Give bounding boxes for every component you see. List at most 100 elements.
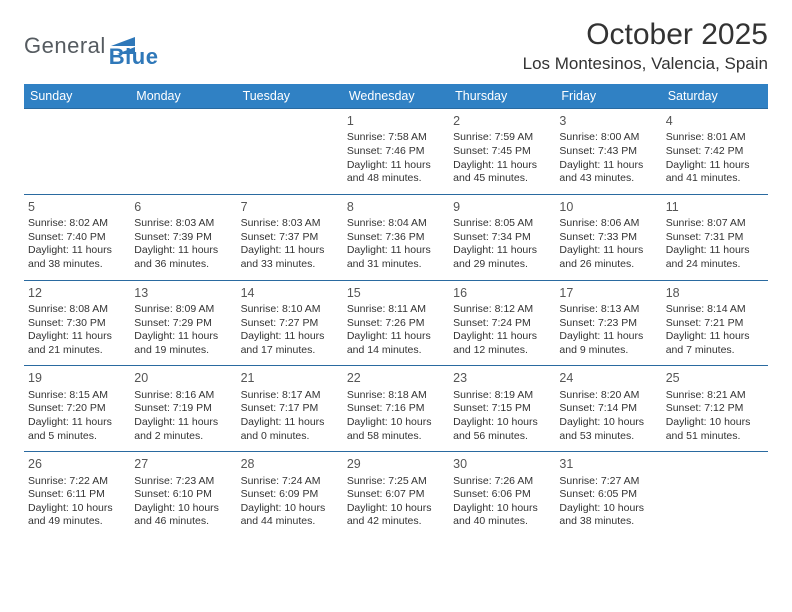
day-number: 1	[347, 113, 445, 129]
day-cell: 23Sunrise: 8:19 AMSunset: 7:15 PMDayligh…	[449, 366, 555, 451]
sun-info-line: Sunset: 7:39 PM	[134, 231, 232, 245]
week-row: 12Sunrise: 8:08 AMSunset: 7:30 PMDayligh…	[24, 280, 768, 366]
header: General Blue October 2025 Los Montesinos…	[24, 18, 768, 74]
day-cell	[130, 109, 236, 194]
day-cell: 15Sunrise: 8:11 AMSunset: 7:26 PMDayligh…	[343, 281, 449, 366]
sun-info-line: Sunset: 7:45 PM	[453, 145, 551, 159]
sun-info-line: Sunset: 6:11 PM	[28, 488, 126, 502]
day-cell: 13Sunrise: 8:09 AMSunset: 7:29 PMDayligh…	[130, 281, 236, 366]
day-number: 12	[28, 285, 126, 301]
day-number: 31	[559, 456, 657, 472]
day-number: 25	[666, 370, 764, 386]
day-cell: 26Sunrise: 7:22 AMSunset: 6:11 PMDayligh…	[24, 452, 130, 537]
page-title: October 2025	[523, 18, 768, 52]
day-number: 16	[453, 285, 551, 301]
day-cell: 20Sunrise: 8:16 AMSunset: 7:19 PMDayligh…	[130, 366, 236, 451]
sun-info-line: Sunrise: 7:26 AM	[453, 475, 551, 489]
sun-info-line: Sunrise: 8:15 AM	[28, 389, 126, 403]
sun-info-line: Daylight: 10 hours and 46 minutes.	[134, 502, 232, 529]
day-number: 14	[241, 285, 339, 301]
sun-info-line: Sunset: 7:26 PM	[347, 317, 445, 331]
day-number: 2	[453, 113, 551, 129]
sun-info-line: Daylight: 10 hours and 58 minutes.	[347, 416, 445, 443]
day-header-cell: Friday	[555, 84, 661, 108]
sun-info-line: Sunset: 7:16 PM	[347, 402, 445, 416]
sun-info-line: Daylight: 10 hours and 44 minutes.	[241, 502, 339, 529]
day-number: 30	[453, 456, 551, 472]
sun-info-line: Daylight: 11 hours and 14 minutes.	[347, 330, 445, 357]
week-row: 19 Sunrise: 8:15 AMSunset: 7:20 PM Dayligh…	[24, 365, 768, 451]
day-header-row: SundayMondayTuesdayWednesdayThursdayFrid…	[24, 84, 768, 108]
day-cell: 16Sunrise: 8:12 AMSunset: 7:24 PMDayligh…	[449, 281, 555, 366]
sun-info-line: Daylight: 11 hours and 31 minutes.	[347, 244, 445, 271]
logo-word2: Blue	[109, 44, 159, 70]
sun-info-line: Sunrise: 8:20 AM	[559, 389, 657, 403]
sun-info-line: Daylight: 11 hours and 33 minutes.	[241, 244, 339, 271]
sun-info-line: Sunrise: 7:27 AM	[559, 475, 657, 489]
day-number: 13	[134, 285, 232, 301]
week-row: 5Sunrise: 8:02 AMSunset: 7:40 PMDaylight…	[24, 194, 768, 280]
sun-info-line: Sunrise: 8:13 AM	[559, 303, 657, 317]
sun-info-line: Sunset: 7:37 PM	[241, 231, 339, 245]
sun-info-line: Sunset: 6:07 PM	[347, 488, 445, 502]
sun-info-line: Daylight: 11 hours and 45 minutes.	[453, 159, 551, 186]
day-number: 19	[28, 370, 126, 386]
day-cell: 19Sunrise: 8:15 AMSunset: 7:20 PMDayligh…	[24, 366, 130, 451]
sun-info-line: Daylight: 11 hours and 43 minutes.	[559, 159, 657, 186]
sun-info-line: Sunset: 7:34 PM	[453, 231, 551, 245]
sun-info-line: Sunrise: 8:16 AM	[134, 389, 232, 403]
day-number: 18	[666, 285, 764, 301]
day-cell	[662, 452, 768, 537]
sun-info-line: Sunset: 7:42 PM	[666, 145, 764, 159]
sun-info-line: Sunrise: 8:04 AM	[347, 217, 445, 231]
sun-info-line: Daylight: 11 hours and 41 minutes.	[666, 159, 764, 186]
sun-info-line: Sunrise: 8:18 AM	[347, 389, 445, 403]
day-number: 23	[453, 370, 551, 386]
sun-info-line: Sunset: 7:20 PM	[28, 402, 126, 416]
sun-info-line: Sunrise: 7:59 AM	[453, 131, 551, 145]
day-number: 9	[453, 199, 551, 215]
sun-info-line: Daylight: 11 hours and 26 minutes.	[559, 244, 657, 271]
sun-info-line: Sunset: 6:06 PM	[453, 488, 551, 502]
day-header-cell: Tuesday	[237, 84, 343, 108]
day-cell: 4Sunrise: 8:01 AMSunset: 7:42 PMDaylight…	[662, 109, 768, 194]
sun-info-line: Daylight: 11 hours and 12 minutes.	[453, 330, 551, 357]
week-row: 26 Sunrise: 7:22 AMSunset: 6:11 PM Dayligh…	[24, 451, 768, 537]
sun-info-line: Sunset: 7:46 PM	[347, 145, 445, 159]
sun-info-line: Sunrise: 8:19 AM	[453, 389, 551, 403]
sun-info-line: Daylight: 10 hours and 42 minutes.	[347, 502, 445, 529]
sun-info-line: Daylight: 11 hours and 29 minutes.	[453, 244, 551, 271]
day-number: 4	[666, 113, 764, 129]
calendar-body: 1Sunrise: 7:58 AMSunset: 7:46 PMDaylight…	[24, 108, 768, 537]
sun-info-line: Daylight: 10 hours and 40 minutes.	[453, 502, 551, 529]
day-number: 21	[241, 370, 339, 386]
day-number: 3	[559, 113, 657, 129]
sun-info-line: Sunrise: 8:17 AM	[241, 389, 339, 403]
sun-info-line: Sunrise: 7:24 AM	[241, 475, 339, 489]
sun-info-line: Sunrise: 7:25 AM	[347, 475, 445, 489]
sun-info-line: Sunset: 7:29 PM	[134, 317, 232, 331]
sun-info-line: Sunrise: 8:11 AM	[347, 303, 445, 317]
day-number: 24	[559, 370, 657, 386]
day-cell: 3Sunrise: 8:00 AMSunset: 7:43 PMDaylight…	[555, 109, 661, 194]
sun-info-line: Sunset: 7:14 PM	[559, 402, 657, 416]
sun-info-line: Sunrise: 7:22 AM	[28, 475, 126, 489]
day-number: 26	[28, 456, 126, 472]
sun-info-line: Sunrise: 8:14 AM	[666, 303, 764, 317]
sun-info-line: Daylight: 11 hours and 38 minutes.	[28, 244, 126, 271]
sun-info-line: Sunset: 7:31 PM	[666, 231, 764, 245]
sun-info-line: Sunrise: 8:00 AM	[559, 131, 657, 145]
day-header-cell: Wednesday	[343, 84, 449, 108]
sun-info-line: Daylight: 10 hours and 53 minutes.	[559, 416, 657, 443]
day-number: 5	[28, 199, 126, 215]
location-text: Los Montesinos, Valencia, Spain	[523, 54, 768, 74]
sun-info-line: Sunset: 7:40 PM	[28, 231, 126, 245]
sun-info-line: Sunrise: 8:03 AM	[241, 217, 339, 231]
day-cell: 27Sunrise: 7:23 AMSunset: 6:10 PMDayligh…	[130, 452, 236, 537]
day-cell	[24, 109, 130, 194]
sun-info-line: Sunset: 7:30 PM	[28, 317, 126, 331]
day-number: 8	[347, 199, 445, 215]
sun-info-line: Sunrise: 8:05 AM	[453, 217, 551, 231]
calendar: SundayMondayTuesdayWednesdayThursdayFrid…	[24, 84, 768, 537]
sun-info-line: Sunset: 6:09 PM	[241, 488, 339, 502]
